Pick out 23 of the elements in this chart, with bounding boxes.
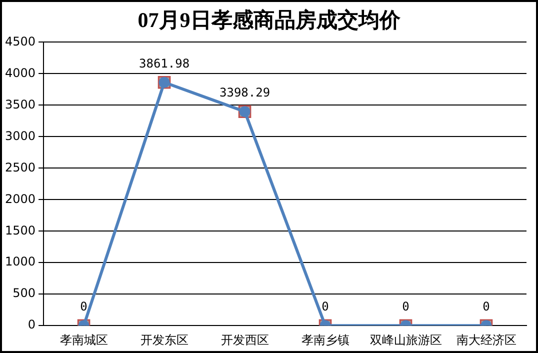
y-tick-label: 3500 <box>4 97 36 112</box>
y-tick-label: 2000 <box>4 192 36 206</box>
data-label: 0 <box>322 300 329 314</box>
data-label: 0 <box>80 300 88 314</box>
y-tick-label: 3000 <box>4 128 36 143</box>
x-tick-label: 开发西区 <box>220 332 269 347</box>
y-tick-label: 1000 <box>4 254 36 269</box>
y-tick-label: 1500 <box>4 223 36 238</box>
data-label: 3398.29 <box>219 86 270 100</box>
data-label: 0 <box>482 300 490 314</box>
y-tick-label: 2500 <box>4 160 36 174</box>
data-label: 0 <box>402 300 410 314</box>
x-tick-label: 孝南城区 <box>60 332 108 347</box>
x-tick-label: 开发东区 <box>140 332 188 347</box>
y-tick-label: 500 <box>12 286 36 300</box>
x-tick-label: 双峰山旅游区 <box>370 332 442 347</box>
y-tick-label: 4000 <box>4 66 36 80</box>
y-tick-label: 0 <box>28 318 36 332</box>
data-label: 3861.98 <box>138 56 190 71</box>
x-tick-label: 南大经济区 <box>456 332 516 347</box>
x-tick-label: 孝南乡镇 <box>301 332 350 347</box>
chart-title: 07月9日孝感商品房成交均价 <box>136 7 402 34</box>
y-tick-label: 4500 <box>4 34 36 48</box>
